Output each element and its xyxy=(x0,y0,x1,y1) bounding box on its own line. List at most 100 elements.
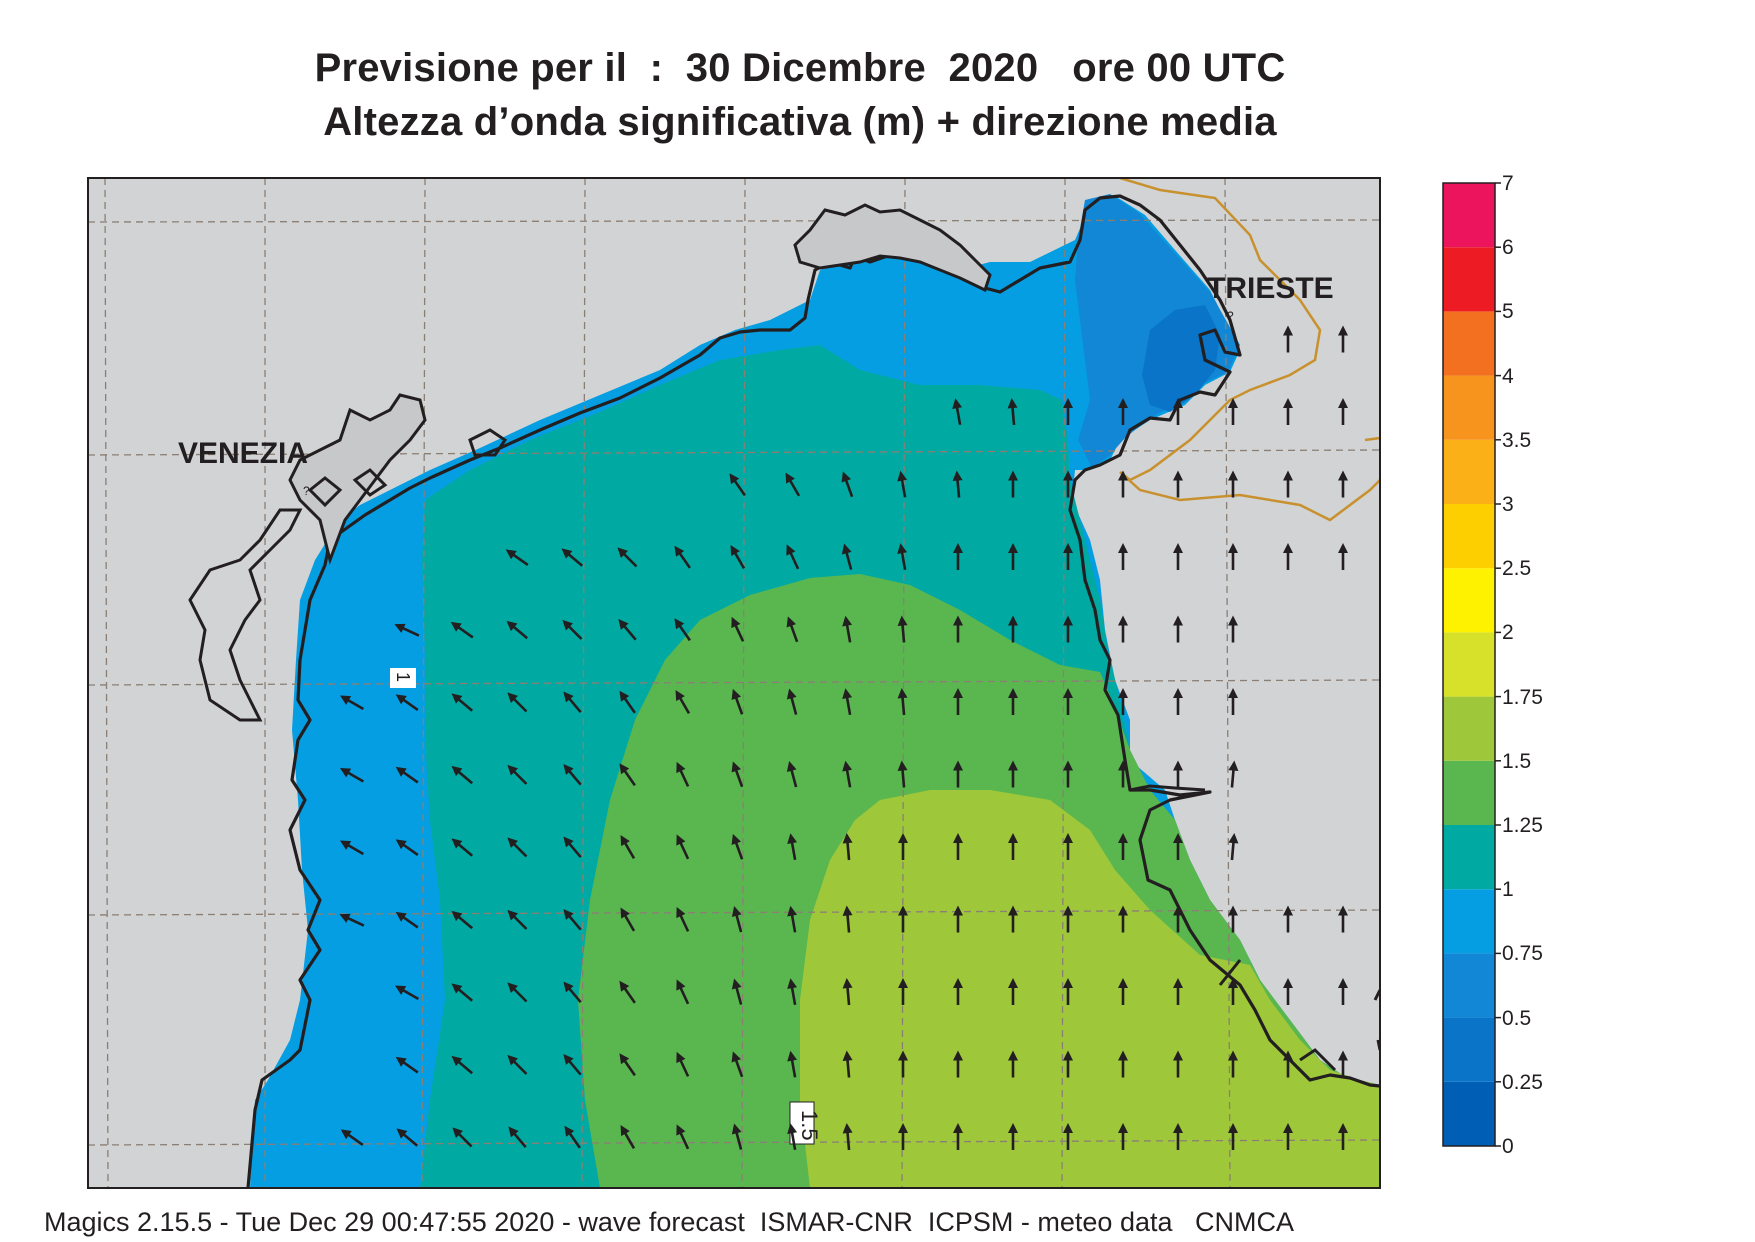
wave-arrow xyxy=(1228,1050,1238,1078)
wave-arrow xyxy=(1173,543,1183,570)
wave-arrow xyxy=(842,1123,853,1151)
wave-arrow xyxy=(507,764,528,785)
wave-arrow xyxy=(395,985,420,1001)
map-subtitle: Altezza d’onda significativa (m) + direz… xyxy=(323,100,1277,144)
wave-arrow xyxy=(1063,543,1073,570)
wave-arrow xyxy=(395,911,419,929)
wave-arrow xyxy=(1228,760,1239,788)
country-border xyxy=(1119,178,1380,522)
wave-arrow xyxy=(1338,398,1348,425)
wave-arrow xyxy=(1008,615,1018,643)
wave-arrow xyxy=(674,545,691,569)
wave-arrow xyxy=(1063,978,1073,1005)
colorbar-swatch xyxy=(1443,1081,1495,1146)
wave-arrow xyxy=(841,543,853,570)
wave-arrow xyxy=(1283,1123,1293,1150)
wave-arrow xyxy=(1283,398,1293,425)
wave-arrow xyxy=(395,766,419,784)
wave-arrow xyxy=(396,1128,419,1147)
wave-arrow xyxy=(731,906,743,933)
wave-arrow xyxy=(1173,1050,1183,1078)
wave-arrow xyxy=(1007,398,1018,426)
wave-arrow xyxy=(675,690,691,715)
wave-arrow xyxy=(451,765,474,785)
wave-arrow xyxy=(953,615,963,643)
wave-arrow xyxy=(1283,325,1293,353)
wave-arrow xyxy=(841,471,854,498)
wave-arrow xyxy=(898,833,908,860)
wave-arrow xyxy=(953,905,963,933)
coastline-north xyxy=(246,194,1380,1188)
city-label-venezia: VENEZIA xyxy=(178,437,308,470)
wave-arrow xyxy=(508,1126,527,1149)
istria-coast xyxy=(1129,784,1380,1072)
wave-arrow xyxy=(676,1051,690,1077)
colorbar-swatch xyxy=(1443,825,1495,890)
colorbar-label: 7 xyxy=(1502,172,1514,195)
wave-arrow xyxy=(563,691,582,714)
wave-arrow xyxy=(620,907,636,932)
wave-arrow xyxy=(507,909,528,930)
wave-arrow xyxy=(1283,978,1293,1005)
wave-arrow xyxy=(842,833,853,861)
colorbar-swatch xyxy=(1443,632,1495,697)
wave-arrow xyxy=(953,543,963,570)
venezia-marker: ? xyxy=(303,484,310,498)
wave-arrow xyxy=(897,470,908,498)
wave-arrow xyxy=(1228,833,1239,861)
colorbar-label: 3.5 xyxy=(1502,428,1532,452)
wave-direction-arrows xyxy=(339,325,1348,1151)
wave-arrow xyxy=(1063,615,1073,643)
wave-arrow xyxy=(620,1125,636,1150)
wave-arrow xyxy=(1118,1050,1128,1078)
colorbar-swatch xyxy=(1443,247,1495,312)
map-title: Previsione per il : 30 Dicembre 2020 ore… xyxy=(314,46,1286,90)
wave-arrow xyxy=(506,620,529,640)
wave-arrow xyxy=(1063,470,1073,498)
wave-arrow xyxy=(1228,543,1238,570)
wave-arrow xyxy=(561,548,584,567)
wave-arrow xyxy=(676,1124,690,1150)
wave-arrow xyxy=(1063,1123,1073,1150)
wave-arrow xyxy=(953,688,963,715)
wave-arrow xyxy=(1173,688,1183,715)
colorbar-label: 1 xyxy=(1502,878,1514,902)
wave-arrow xyxy=(507,837,528,858)
wave-arrow xyxy=(563,909,582,931)
colorbar-label: 1.25 xyxy=(1502,814,1543,837)
colorbar-swatch xyxy=(1443,889,1495,954)
colorbar-swatch xyxy=(1443,183,1495,248)
wave-arrow xyxy=(897,760,908,788)
wave-arrow xyxy=(1118,1123,1128,1150)
colorbar-label: 0.75 xyxy=(1502,942,1543,966)
wave-arrow xyxy=(1283,543,1293,570)
wave-arrow xyxy=(340,840,365,856)
wave-arrow xyxy=(394,623,420,637)
wave-arrow xyxy=(898,1123,908,1150)
wave-arrow xyxy=(731,761,744,788)
wave-arrow xyxy=(1173,1123,1183,1150)
wave-arrow xyxy=(674,618,691,642)
wave-arrow xyxy=(451,693,474,712)
wave-arrow xyxy=(1118,470,1128,498)
wave-arrow xyxy=(1173,470,1183,498)
wave-arrow xyxy=(1338,978,1348,1005)
colorbar-swatch xyxy=(1443,311,1495,376)
wave-arrow xyxy=(953,833,963,860)
wave-arrow xyxy=(786,544,800,570)
wave-arrow xyxy=(786,616,799,643)
wave-arrow xyxy=(1228,470,1238,498)
wave-arrow xyxy=(731,1123,743,1150)
wave-arrow xyxy=(1063,688,1073,715)
wave-arrow xyxy=(450,621,474,639)
colorbar-frame xyxy=(1442,182,1496,1147)
colorbar-label: 2 xyxy=(1502,621,1514,645)
wave-arrow xyxy=(1173,978,1183,1005)
contour-label: 1.5 xyxy=(797,1110,822,1141)
wave-arrow xyxy=(1173,833,1183,860)
wave-arrow xyxy=(619,980,636,1004)
wave-arrow xyxy=(1008,1050,1018,1078)
wave-arrow xyxy=(1118,833,1128,860)
wave-arrow xyxy=(952,398,963,426)
